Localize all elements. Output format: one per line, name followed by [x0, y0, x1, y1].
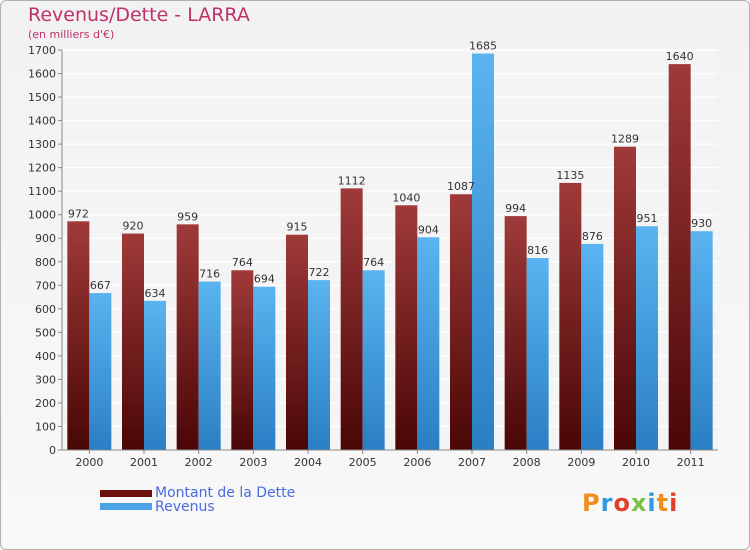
- y-tick-label: 200: [35, 397, 56, 410]
- x-tick-label: 2010: [622, 456, 650, 469]
- bar-revenus: [253, 286, 276, 450]
- bar-revenus: [362, 270, 385, 450]
- data-label: 1112: [338, 174, 366, 187]
- chart-title: Revenus/Dette - LARRA: [28, 4, 250, 26]
- bar-revenus: [198, 281, 221, 450]
- y-tick-label: 1400: [28, 115, 56, 128]
- data-label: 816: [527, 244, 548, 257]
- y-tick-label: 100: [35, 420, 56, 433]
- y-tick-label: 1200: [28, 162, 56, 175]
- bar-dette: [122, 233, 144, 450]
- data-label: 667: [90, 279, 111, 292]
- logo-letter: i: [647, 489, 657, 517]
- bar-dette: [340, 188, 363, 450]
- data-label: 959: [177, 210, 198, 223]
- x-tick-label: 2004: [294, 456, 322, 469]
- bar-dette: [67, 221, 90, 450]
- data-label: 876: [582, 230, 603, 243]
- bar-revenus: [690, 231, 713, 450]
- bar-dette: [231, 270, 254, 450]
- plot-area: [62, 50, 718, 450]
- y-tick-label: 1000: [28, 209, 56, 222]
- y-tick-label: 0: [49, 444, 56, 457]
- logo-letter: o: [613, 489, 631, 517]
- bar-revenus: [526, 258, 549, 450]
- y-tick-label: 500: [35, 326, 56, 339]
- data-label: 972: [68, 207, 89, 220]
- y-tick-label: 900: [35, 232, 56, 245]
- legend-swatch-revenus: [100, 503, 152, 510]
- x-tick-label: 2005: [349, 456, 377, 469]
- x-tick-label: 2009: [567, 456, 595, 469]
- data-label: 764: [363, 256, 384, 269]
- bar-revenus: [417, 237, 440, 450]
- y-tick-label: 1100: [28, 185, 56, 198]
- x-tick-label: 2000: [75, 456, 103, 469]
- y-tick-label: 600: [35, 303, 56, 316]
- data-label: 1685: [469, 40, 497, 53]
- legend-label-revenus: Revenus: [155, 499, 215, 515]
- x-tick-label: 2001: [130, 456, 158, 469]
- bar-revenus: [581, 243, 604, 450]
- y-tick-label: 1300: [28, 138, 56, 151]
- bar-revenus: [89, 293, 112, 450]
- data-label: 1135: [556, 169, 584, 182]
- data-label: 1040: [392, 191, 420, 204]
- bar-dette: [614, 146, 636, 451]
- logo-letter: r: [600, 489, 614, 517]
- bar-revenus: [636, 226, 658, 450]
- data-label: 994: [505, 202, 526, 215]
- bar-revenus: [144, 300, 166, 450]
- logo-letter: i: [669, 489, 679, 517]
- legend-swatch-debt: [100, 490, 152, 497]
- y-tick-label: 1500: [28, 91, 56, 104]
- y-tick-label: 1700: [28, 44, 56, 57]
- data-label: 930: [691, 217, 712, 230]
- logo-letter: x: [630, 489, 648, 517]
- bar-dette: [395, 205, 418, 450]
- legend-label-debt: Montant de la Dette: [155, 485, 296, 501]
- data-label: 1087: [447, 180, 475, 193]
- data-label: 634: [145, 287, 166, 300]
- bar-dette: [504, 216, 527, 450]
- y-tick-label: 800: [35, 256, 56, 269]
- bar-revenus: [308, 280, 330, 450]
- x-tick-label: 2007: [458, 456, 486, 469]
- data-label: 764: [232, 256, 253, 269]
- y-tick-label: 400: [35, 350, 56, 363]
- logo-letter: t: [656, 489, 670, 517]
- data-label: 915: [287, 221, 308, 234]
- bar-dette: [559, 182, 582, 451]
- y-tick-label: 1600: [28, 68, 56, 81]
- data-label: 1640: [666, 50, 694, 63]
- data-label: 716: [199, 268, 220, 281]
- data-label: 1289: [611, 133, 639, 146]
- chart-subtitle: (en milliers d'€): [28, 28, 115, 41]
- proxiti-logo: Proxiti: [582, 489, 678, 517]
- x-tick-label: 2008: [513, 456, 541, 469]
- bar-revenus: [472, 53, 494, 450]
- bar-dette: [668, 64, 691, 450]
- bar-dette: [286, 234, 308, 450]
- bar-dette: [176, 224, 199, 450]
- data-label: 920: [123, 220, 144, 233]
- y-tick-label: 300: [35, 373, 56, 386]
- logo-letter: P: [582, 489, 601, 517]
- y-tick-label: 700: [35, 279, 56, 292]
- x-tick-label: 2002: [185, 456, 213, 469]
- x-tick-label: 2003: [239, 456, 267, 469]
- bar-dette: [450, 194, 472, 450]
- data-label: 951: [637, 212, 658, 225]
- x-tick-label: 2006: [403, 456, 431, 469]
- data-label: 722: [309, 266, 330, 279]
- data-label: 694: [254, 273, 275, 286]
- x-tick-label: 2011: [677, 456, 705, 469]
- data-label: 904: [418, 223, 439, 236]
